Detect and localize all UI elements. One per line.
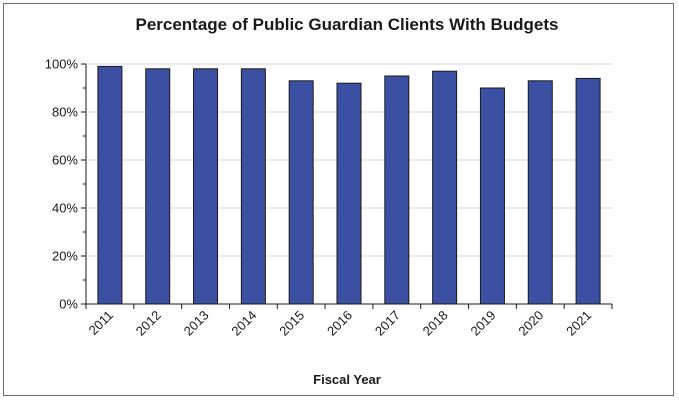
y-tick-label: 40% — [52, 201, 78, 216]
x-tick-label: 2013 — [181, 308, 212, 339]
y-tick-label: 80% — [52, 105, 78, 120]
x-tick-label: 2017 — [372, 308, 403, 339]
bar-2013 — [193, 68, 219, 305]
y-tick-labels: 0% 20% 40% 60% 80% 100% — [45, 57, 79, 312]
y-tick-label: 20% — [52, 249, 78, 264]
x-tick-label: 2021 — [563, 308, 594, 339]
x-tick-label: 2018 — [420, 308, 451, 339]
bar-2021 — [575, 77, 601, 305]
y-tick-label: 100% — [45, 57, 79, 72]
x-tick-label: 2011 — [86, 308, 116, 338]
bar-2011 — [97, 65, 123, 305]
x-tick-label: 2019 — [468, 308, 499, 339]
bar-2015 — [288, 80, 314, 305]
chart-title: Percentage of Public Guardian Clients Wi… — [135, 15, 558, 34]
x-tick-labels: 2011 2012 2013 2014 2015 2016 2017 2018 2019 2020… — [86, 308, 595, 339]
bars — [97, 65, 601, 305]
axes — [81, 63, 613, 309]
bar-2019 — [479, 87, 505, 305]
bar-2020 — [527, 80, 553, 305]
bar-2012 — [145, 68, 171, 305]
x-tick-label: 2014 — [228, 308, 259, 339]
x-axis-label: Fiscal Year — [313, 372, 381, 387]
x-tick-label: 2012 — [133, 308, 164, 339]
y-tick-label: 60% — [52, 153, 78, 168]
bar-2016 — [336, 82, 362, 305]
bar-2018 — [432, 70, 458, 305]
bar-2017 — [384, 75, 410, 305]
x-tick-label: 2016 — [324, 308, 355, 339]
bar-2014 — [240, 68, 266, 305]
x-tick-label: 2015 — [276, 308, 307, 339]
x-tick-label: 2020 — [515, 308, 546, 339]
y-tick-label: 0% — [59, 297, 78, 312]
